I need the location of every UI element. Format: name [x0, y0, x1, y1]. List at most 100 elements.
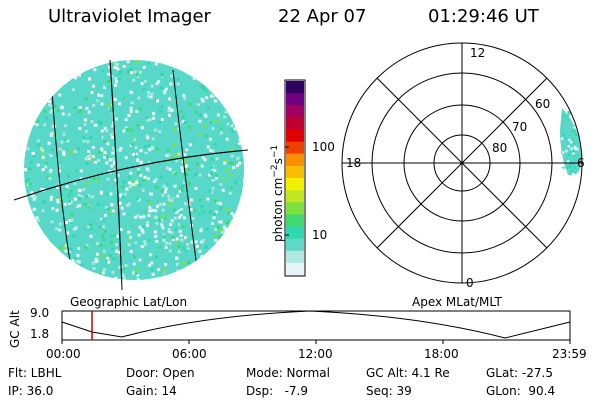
image-pixel [139, 215, 143, 219]
image-pixel [175, 74, 179, 78]
image-pixel [111, 209, 115, 213]
image-pixel [40, 97, 44, 101]
image-pixel [138, 70, 142, 74]
image-pixel [107, 273, 111, 277]
image-pixel [27, 247, 31, 251]
image-pixel [567, 118, 570, 122]
image-pixel [41, 155, 45, 159]
image-pixel [237, 273, 241, 276]
image-pixel [64, 187, 68, 191]
image-pixel [124, 126, 128, 130]
image-pixel [217, 91, 221, 94]
ip-readout: IP: 36.0 [8, 384, 54, 398]
image-pixel [122, 129, 126, 133]
image-pixel [190, 139, 194, 143]
image-pixel [37, 257, 41, 261]
image-pixel [160, 105, 164, 109]
colorbar-segment [286, 117, 304, 130]
image-pixel [140, 82, 144, 86]
image-pixel [231, 273, 235, 277]
image-pixel [27, 68, 31, 72]
image-pixel [80, 83, 84, 87]
image-pixel [160, 223, 164, 227]
image-pixel [147, 199, 151, 203]
image-pixel [47, 69, 51, 73]
image-pixel [70, 74, 74, 78]
image-pixel [160, 118, 164, 121]
image-pixel [111, 157, 115, 161]
image-pixel [162, 233, 166, 237]
image-pixel [163, 190, 167, 194]
image-pixel [46, 69, 49, 73]
image-pixel [161, 257, 164, 261]
image-pixel [66, 231, 70, 235]
image-pixel [105, 161, 109, 165]
image-pixel [29, 73, 33, 77]
image-pixel [119, 192, 122, 196]
image-pixel [86, 140, 90, 144]
image-pixel [202, 198, 206, 201]
image-pixel [51, 176, 55, 180]
image-pixel [98, 150, 101, 154]
image-pixel [169, 160, 173, 164]
image-pixel [70, 64, 74, 68]
image-pixel [238, 161, 242, 165]
image-pixel [56, 149, 60, 153]
image-pixel [105, 187, 109, 191]
image-pixel [202, 210, 206, 214]
image-pixel [37, 80, 41, 84]
image-pixel [58, 60, 62, 64]
image-pixel [156, 99, 159, 103]
image-pixel [174, 162, 178, 166]
image-pixel [89, 234, 93, 238]
image-pixel [47, 279, 51, 280]
image-pixel [64, 68, 68, 72]
image-pixel [225, 72, 229, 76]
image-pixel [68, 219, 72, 222]
image-pixel [216, 225, 220, 229]
image-pixel [225, 137, 229, 141]
image-pixel [174, 227, 178, 231]
image-pixel [234, 81, 238, 85]
image-pixel [238, 222, 242, 226]
image-pixel [162, 235, 166, 239]
image-pixel [566, 160, 570, 163]
image-pixel [192, 76, 196, 80]
image-pixel [201, 239, 205, 243]
image-pixel [145, 167, 149, 171]
longitude-line-extension [109, 59, 123, 291]
image-pixel [214, 233, 218, 237]
image-pixel [142, 87, 146, 91]
image-pixel [182, 246, 185, 250]
image-pixel [180, 112, 184, 116]
image-pixel [238, 127, 242, 131]
image-pixel [50, 220, 54, 224]
image-pixel [99, 243, 103, 247]
image-pixel [64, 124, 68, 128]
image-pixel [42, 64, 46, 68]
image-pixel [190, 118, 193, 122]
image-pixel [32, 89, 36, 93]
image-pixel [168, 167, 172, 171]
image-pixel [170, 74, 174, 78]
image-pixel [79, 177, 83, 181]
image-pixel [105, 133, 109, 137]
image-pixel [574, 148, 577, 151]
image-pixel [77, 90, 81, 94]
image-pixel [45, 161, 49, 165]
image-pixel [194, 60, 198, 64]
image-pixel [154, 62, 158, 66]
image-pixel [148, 118, 152, 121]
image-pixel [72, 272, 76, 275]
image-pixel [32, 148, 36, 152]
image-pixel [99, 271, 103, 275]
image-pixel [193, 262, 197, 265]
image-pixel [206, 100, 209, 104]
image-pixel [176, 194, 180, 198]
image-pixel [151, 208, 154, 212]
image-pixel [106, 91, 110, 94]
image-pixel [177, 152, 181, 156]
image-pixel [201, 146, 204, 150]
image-pixel [92, 177, 96, 180]
image-pixel [200, 257, 204, 261]
